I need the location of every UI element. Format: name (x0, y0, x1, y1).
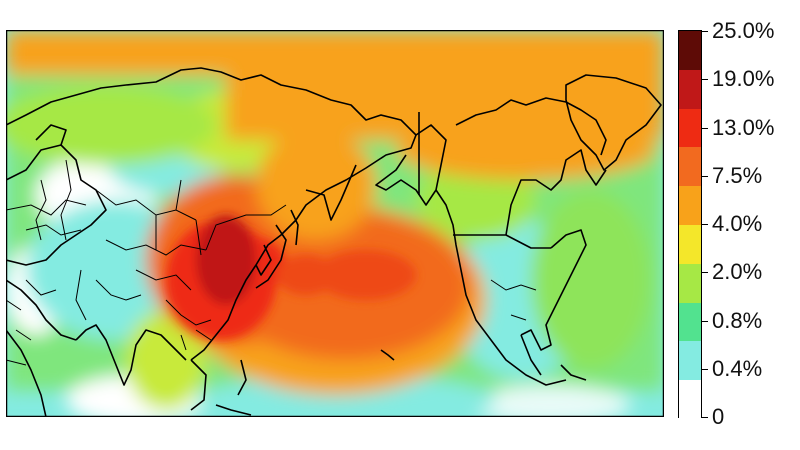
colorbar-segment (679, 263, 701, 304)
colorbar-segment (679, 225, 701, 265)
concentration-map (6, 30, 664, 417)
colorbar-label: 7.5% (712, 162, 763, 188)
colorbar-segment (679, 108, 701, 148)
colorbar-segment (679, 69, 701, 110)
colorbar-label: 0 (712, 404, 725, 429)
colorbar-segment (679, 380, 701, 420)
continental-outlines (6, 67, 662, 417)
colorbar-tick (702, 175, 708, 177)
colorbar-tick (702, 79, 708, 81)
colorbar-label: 13.0% (712, 114, 775, 140)
colorbar-tick (702, 368, 708, 370)
country-borders (6, 159, 537, 366)
colorbar-tick (702, 224, 708, 225)
colorbar-label: 2.0% (712, 259, 763, 285)
colorbar-label: 4.0% (712, 211, 763, 236)
colorbar (678, 30, 702, 420)
colorbar-tick (702, 272, 708, 274)
colorbar-segment (679, 31, 701, 71)
colorbar-tick (702, 320, 708, 322)
map-frame (6, 30, 664, 417)
colorbar-label: 19.0% (712, 66, 775, 92)
colorbar-label: 0.4% (712, 355, 763, 381)
concentration-field (6, 30, 664, 417)
colorbar-segment (679, 186, 701, 226)
colorbar-tick (702, 31, 708, 32)
map-panel (6, 30, 664, 417)
colorbar-segment (679, 302, 701, 342)
colorbar-label: 25.0% (712, 18, 775, 43)
colorbar-tick (702, 417, 708, 418)
colorbar-segment (679, 147, 701, 187)
colorbar-label: 0.8% (712, 307, 763, 333)
colorbar-tick (702, 127, 708, 129)
colorbar-segment (679, 341, 701, 381)
